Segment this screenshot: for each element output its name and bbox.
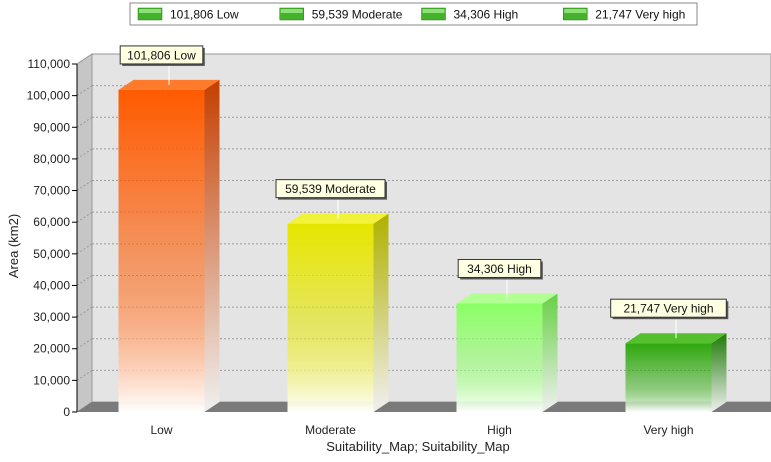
bar-side <box>373 213 389 412</box>
data-label: 34,306 High <box>467 262 532 276</box>
bar-front <box>456 303 543 412</box>
gridline-side <box>76 85 93 97</box>
gridline-side <box>76 275 93 286</box>
y-tick-label: 60,000 <box>33 215 70 229</box>
y-tick-label: 90,000 <box>33 120 70 134</box>
x-axis-title: Suitability_Map; Suitability_Map <box>326 439 510 454</box>
bar-front <box>118 89 205 412</box>
gridline-side <box>76 306 93 318</box>
legend: 101,806 Low 59,539 Moderate 34,306 High 21,… <box>129 2 698 26</box>
y-tick-label: 100,000 <box>27 89 71 103</box>
data-label-box <box>457 258 542 278</box>
bar-side <box>204 79 220 412</box>
bar-front <box>287 223 374 412</box>
y-tick-label: 10,000 <box>33 373 70 387</box>
bar-side <box>542 293 558 412</box>
data-label-box <box>610 298 727 318</box>
x-tick-label: Very high <box>643 423 693 437</box>
plot-floor <box>77 402 771 412</box>
y-tick-label: 0 <box>63 405 70 419</box>
x-tick-label: Moderate <box>305 423 356 437</box>
gridline-side <box>76 243 93 255</box>
gridline-side <box>76 338 93 350</box>
gridline-side <box>76 180 93 191</box>
y-tick-label: 30,000 <box>33 310 70 324</box>
y-tick-label: 80,000 <box>33 152 70 166</box>
gridline-side <box>76 148 93 160</box>
bars <box>118 79 727 412</box>
bar-very-high <box>625 333 727 412</box>
bar-moderate <box>287 213 389 412</box>
data-label: 59,539 Moderate <box>285 182 376 196</box>
legend-label: 34,306 High <box>454 8 519 22</box>
bar-low <box>118 79 220 412</box>
gridline-side <box>76 53 93 65</box>
gridline-side <box>76 211 93 223</box>
legend-swatch-highlight <box>280 9 303 13</box>
legend-swatch-highlight <box>422 9 445 13</box>
legend-label: 59,539 Moderate <box>312 8 403 22</box>
y-axis-title: Area (km2) <box>6 214 21 278</box>
x-axis: Low Moderate High Very high <box>150 423 693 437</box>
y-axis: 0 10,000 20,000 30,000 40,000 50,000 60,000 70,… <box>27 57 78 419</box>
bar-front <box>625 343 712 412</box>
y-tick-label: 40,000 <box>33 278 70 292</box>
legend-label: 21,747 Very high <box>595 8 685 22</box>
data-labels: 101,806 Low 59,539 Moderate 34,306 High 21,… <box>119 45 729 339</box>
plot-left-wall <box>76 53 93 413</box>
y-tick-label: 20,000 <box>33 342 70 356</box>
legend-label: 101,806 Low <box>170 8 239 22</box>
data-label: 101,806 Low <box>127 48 196 62</box>
bar-side <box>711 333 727 412</box>
gridline-side <box>76 369 93 381</box>
data-label-box <box>119 45 204 65</box>
y-tick-label: 110,000 <box>28 57 71 71</box>
legend-swatch-highlight <box>564 9 587 13</box>
y-tick-label: 70,000 <box>33 184 70 198</box>
legend-swatch-highlight <box>139 9 161 13</box>
gridline-side <box>76 116 93 128</box>
legend-box <box>129 2 698 26</box>
data-label-box <box>275 179 386 199</box>
x-tick-label: Low <box>150 423 172 437</box>
y-tick-label: 50,000 <box>33 247 70 261</box>
bar-high <box>456 293 558 412</box>
x-tick-label: High <box>487 423 512 437</box>
data-label: 21,747 Very high <box>623 302 713 316</box>
